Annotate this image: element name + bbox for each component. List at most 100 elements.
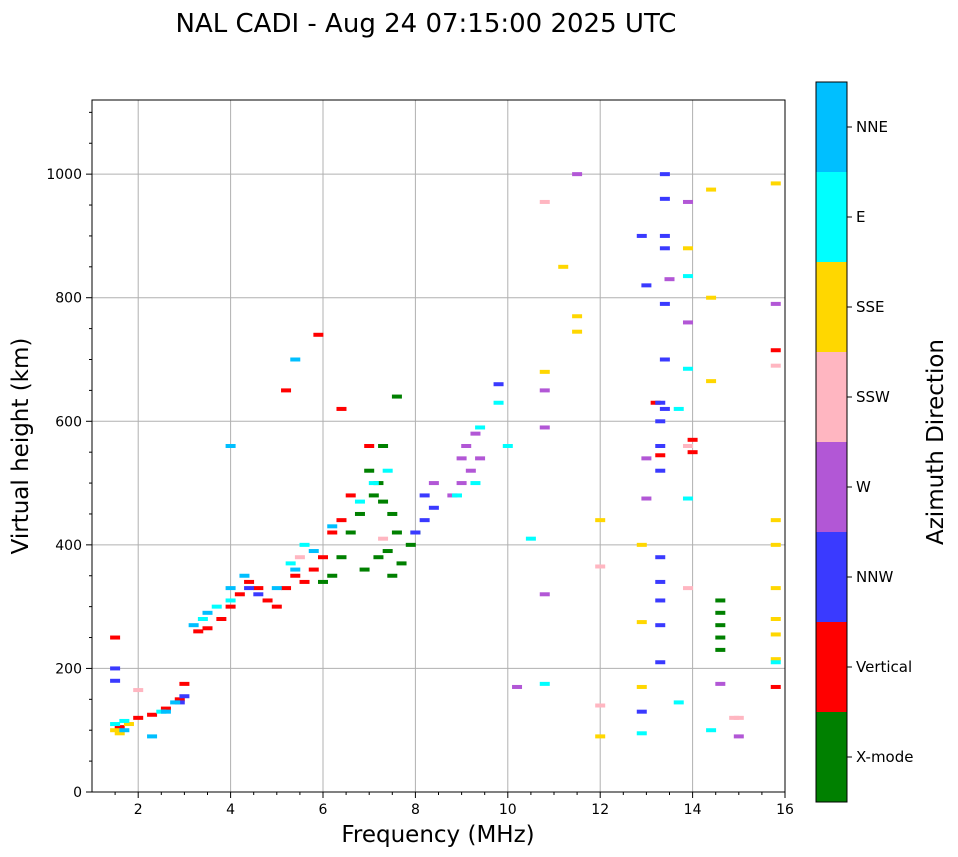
data-point bbox=[770, 301, 781, 306]
grid-lines bbox=[92, 100, 785, 792]
data-point bbox=[364, 468, 375, 473]
data-point bbox=[659, 246, 670, 251]
data-point bbox=[475, 456, 486, 461]
data-point bbox=[193, 629, 204, 634]
data-point bbox=[715, 635, 726, 640]
data-point bbox=[465, 468, 476, 473]
data-point bbox=[470, 431, 481, 436]
data-point bbox=[572, 314, 583, 319]
data-point bbox=[715, 623, 726, 628]
x-tick-label: 16 bbox=[776, 802, 794, 818]
data-point bbox=[641, 456, 652, 461]
data-point bbox=[770, 181, 781, 186]
data-point bbox=[419, 518, 430, 523]
data-point bbox=[225, 586, 236, 591]
data-point bbox=[525, 536, 536, 541]
data-point bbox=[493, 400, 504, 405]
data-point bbox=[354, 499, 365, 504]
data-point bbox=[682, 274, 693, 279]
data-point bbox=[636, 731, 647, 736]
data-point bbox=[387, 511, 398, 516]
data-point bbox=[382, 549, 393, 554]
data-point bbox=[133, 688, 144, 693]
data-point bbox=[687, 450, 698, 455]
data-point bbox=[290, 357, 301, 362]
data-point bbox=[470, 481, 481, 486]
colorbar-tick-label: NNE bbox=[856, 118, 888, 136]
y-tick-label: 0 bbox=[73, 785, 82, 801]
data-point bbox=[147, 734, 158, 739]
data-point bbox=[595, 703, 606, 708]
series-x-mode bbox=[318, 394, 726, 652]
data-point bbox=[110, 728, 121, 733]
data-point bbox=[512, 684, 523, 689]
data-point bbox=[378, 444, 389, 448]
data-point bbox=[299, 579, 310, 584]
plot-frame bbox=[91, 99, 786, 793]
data-point bbox=[354, 511, 365, 516]
data-point bbox=[733, 715, 744, 720]
data-point bbox=[382, 468, 393, 473]
colorbar-tick-label: SSE bbox=[856, 298, 885, 316]
data-point bbox=[502, 444, 513, 448]
data-point bbox=[655, 660, 666, 665]
data-point bbox=[673, 406, 684, 411]
data-point bbox=[262, 598, 273, 603]
data-point bbox=[659, 172, 670, 177]
data-point bbox=[706, 295, 717, 300]
colorbar-tick-label: Vertical bbox=[856, 658, 912, 676]
y-tick-label: 600 bbox=[55, 414, 82, 430]
data-point bbox=[539, 425, 550, 430]
x-tick-label: 6 bbox=[319, 802, 328, 818]
data-point bbox=[655, 419, 666, 424]
data-point bbox=[770, 586, 781, 591]
data-point bbox=[655, 579, 666, 584]
data-point bbox=[706, 187, 717, 192]
data-point bbox=[405, 542, 416, 547]
data-point bbox=[318, 579, 328, 584]
data-point bbox=[733, 734, 744, 739]
data-point bbox=[234, 592, 245, 597]
data-point bbox=[364, 444, 375, 448]
data-point bbox=[253, 592, 264, 597]
data-point bbox=[410, 530, 421, 535]
data-point bbox=[770, 632, 781, 637]
data-point bbox=[253, 586, 264, 591]
data-point bbox=[119, 728, 130, 733]
data-point bbox=[715, 610, 726, 615]
x-tick-label: 12 bbox=[591, 802, 609, 818]
data-point bbox=[225, 604, 236, 609]
data-point bbox=[308, 549, 319, 554]
data-point bbox=[595, 734, 606, 739]
colorbar-tick-label: NNW bbox=[856, 568, 893, 586]
data-point bbox=[318, 555, 328, 560]
data-point bbox=[345, 530, 356, 535]
data-point bbox=[110, 666, 121, 671]
data-point bbox=[682, 496, 693, 501]
data-point bbox=[378, 499, 389, 504]
data-point bbox=[770, 660, 781, 665]
colorbar-segment bbox=[816, 622, 847, 712]
data-point bbox=[170, 700, 181, 705]
series-vertical bbox=[110, 332, 781, 730]
data-point bbox=[244, 586, 255, 591]
data-point bbox=[655, 555, 666, 560]
data-point bbox=[655, 453, 666, 458]
data-point bbox=[456, 456, 467, 461]
colorbar-segment bbox=[816, 532, 847, 622]
data-point bbox=[285, 561, 296, 566]
x-tick-label: 14 bbox=[684, 802, 702, 818]
data-point bbox=[572, 172, 583, 177]
data-point bbox=[572, 329, 583, 334]
x-tick-label: 4 bbox=[226, 802, 235, 818]
y-axis-ticks: 0 200 400 600 800 1000 bbox=[46, 111, 92, 801]
data-point bbox=[682, 320, 693, 325]
data-point bbox=[451, 493, 462, 498]
data-point bbox=[636, 620, 647, 625]
data-point bbox=[641, 496, 652, 501]
data-point bbox=[539, 199, 550, 204]
data-point bbox=[239, 573, 250, 578]
x-tick-label: 10 bbox=[499, 802, 517, 818]
colorbar-segment bbox=[816, 82, 847, 172]
